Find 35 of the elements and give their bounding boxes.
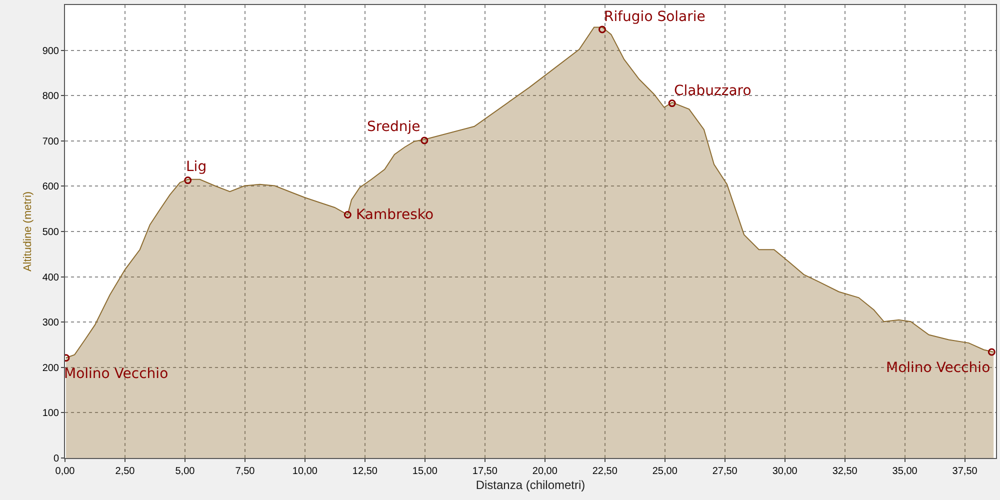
x-tick-label: 25,00 <box>652 466 678 477</box>
y-tick-label: 0 <box>53 454 60 464</box>
y-tick-label: 500 <box>42 227 60 238</box>
x-tick-label: 2,50 <box>115 466 136 477</box>
x-tick-label: 30,00 <box>772 466 798 477</box>
annotation: Srednje <box>367 119 420 135</box>
x-tick-label: 0,00 <box>55 466 76 477</box>
y-tick-label: 400 <box>42 272 60 284</box>
y-axis-title: Altitudine (metri) <box>22 191 34 272</box>
x-tick-label: 27,50 <box>712 466 738 477</box>
x-tick-label: 20,00 <box>532 466 558 477</box>
x-tick-label: 5,00 <box>175 466 196 477</box>
y-tick-label: 900 <box>42 46 60 57</box>
x-tick-label: 35,00 <box>892 466 918 477</box>
annotation: Molino Vecchio <box>886 360 990 376</box>
y-tick-label: 700 <box>42 136 60 148</box>
y-tick-label: 600 <box>42 182 60 193</box>
annotation: Kambresko <box>356 207 434 223</box>
x-axis-title: Distanza (chilometri) <box>476 478 586 492</box>
y-tick-label: 100 <box>42 408 60 420</box>
y-tick-label: 800 <box>42 91 60 102</box>
y-tick-label: 300 <box>42 318 60 329</box>
annotation: Molino Vecchio <box>64 366 168 382</box>
x-tick-label: 10,00 <box>292 466 318 477</box>
annotation: Clabuzzaro <box>674 83 752 99</box>
x-tick-label: 15,00 <box>412 466 438 477</box>
x-tick-label: 12,50 <box>352 466 378 477</box>
y-tick-label: 200 <box>42 362 60 374</box>
annotation: Rifugio Solarie <box>604 9 706 25</box>
x-tick-label: 32,50 <box>832 466 858 477</box>
x-tick-label: 17,50 <box>472 466 498 477</box>
x-tick-label: 37,50 <box>952 466 978 477</box>
annotation: Lig <box>186 159 207 175</box>
x-tick-label: 7,50 <box>235 466 256 477</box>
x-tick-label: 22,50 <box>592 466 618 477</box>
